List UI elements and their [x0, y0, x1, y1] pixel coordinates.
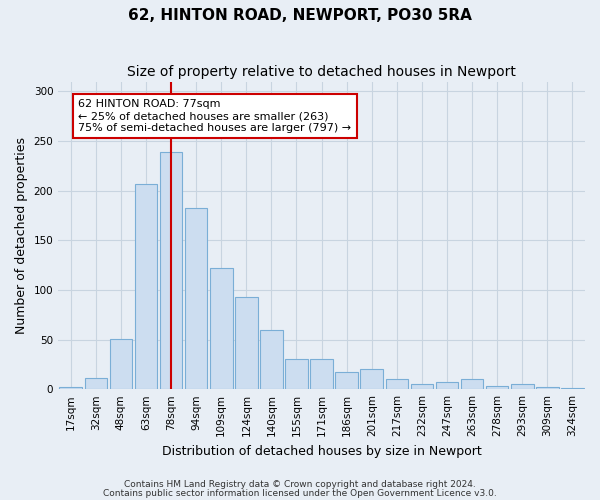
Bar [561, 388, 584, 389]
Title: Size of property relative to detached houses in Newport: Size of property relative to detached ho… [127, 65, 516, 79]
Bar [536, 387, 559, 389]
Bar [410, 384, 433, 389]
Bar [185, 208, 208, 389]
Bar [486, 386, 508, 389]
Bar [134, 184, 157, 389]
Bar [210, 268, 233, 389]
Text: Contains public sector information licensed under the Open Government Licence v3: Contains public sector information licen… [103, 488, 497, 498]
Bar [235, 297, 257, 389]
Bar [110, 338, 132, 389]
Bar [285, 360, 308, 389]
Bar [386, 380, 408, 389]
Bar [85, 378, 107, 389]
Y-axis label: Number of detached properties: Number of detached properties [15, 137, 28, 334]
X-axis label: Distribution of detached houses by size in Newport: Distribution of detached houses by size … [162, 444, 481, 458]
Bar [310, 360, 333, 389]
Bar [511, 384, 533, 389]
Bar [59, 387, 82, 389]
Bar [335, 372, 358, 389]
Bar [461, 380, 484, 389]
Bar [361, 370, 383, 389]
Bar [160, 152, 182, 389]
Text: 62 HINTON ROAD: 77sqm
← 25% of detached houses are smaller (263)
75% of semi-det: 62 HINTON ROAD: 77sqm ← 25% of detached … [78, 100, 352, 132]
Text: Contains HM Land Registry data © Crown copyright and database right 2024.: Contains HM Land Registry data © Crown c… [124, 480, 476, 489]
Bar [436, 382, 458, 389]
Text: 62, HINTON ROAD, NEWPORT, PO30 5RA: 62, HINTON ROAD, NEWPORT, PO30 5RA [128, 8, 472, 22]
Bar [260, 330, 283, 389]
